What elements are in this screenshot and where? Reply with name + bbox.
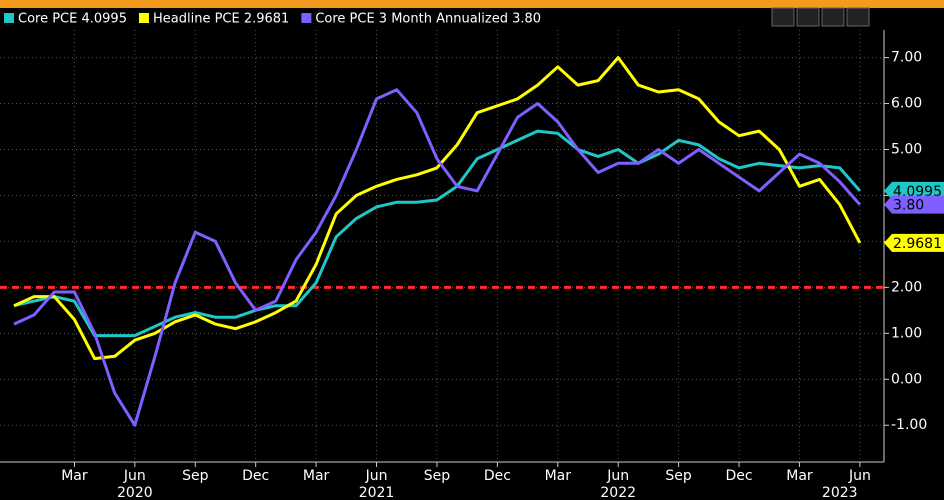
x-tick-label: Dec xyxy=(484,468,511,484)
x-tick-label: Sep xyxy=(182,468,209,484)
x-tick-label: Mar xyxy=(61,468,88,484)
end-tag xyxy=(884,233,944,252)
x-tick-label: Dec xyxy=(242,468,269,484)
year-label: 2020 xyxy=(117,485,153,500)
end-tag xyxy=(884,195,944,214)
y-tick-label: 1.00 xyxy=(891,325,922,341)
year-label: 2022 xyxy=(600,485,636,500)
x-tick-label: Jun xyxy=(365,468,388,484)
y-tick-label: 6.00 xyxy=(891,96,922,112)
x-tick-label: Mar xyxy=(303,468,330,484)
legend-swatch xyxy=(138,13,149,23)
x-tick-label: Mar xyxy=(786,468,813,484)
x-tick-label: Sep xyxy=(424,468,451,484)
y-tick-label: 7.00 xyxy=(891,50,922,66)
y-tick-label: -1.00 xyxy=(891,417,927,433)
series-line xyxy=(13,88,862,427)
legend-swatch xyxy=(4,13,14,23)
legend-swatch xyxy=(301,13,312,23)
toolbar xyxy=(771,7,870,27)
year-label: 2023 xyxy=(822,485,858,500)
end-tag-label: 3.80 xyxy=(893,198,924,214)
legend-label: Headline PCE 2.9681 xyxy=(153,12,289,27)
year-label: 2021 xyxy=(359,485,395,500)
y-tick-label: 5.00 xyxy=(891,141,922,157)
series-line xyxy=(13,129,862,338)
x-tick-label: Jun xyxy=(848,468,871,484)
end-tag-label: 2.9681 xyxy=(893,236,942,252)
x-tick-label: Jun xyxy=(606,468,629,484)
x-tick-label: Mar xyxy=(545,468,572,484)
x-tick-label: Sep xyxy=(665,468,692,484)
legend-label: Core PCE 4.0995 xyxy=(18,12,127,27)
legend-label: Core PCE 3 Month Annualized 3.80 xyxy=(315,12,541,27)
x-tick-label: Jun xyxy=(123,468,146,484)
end-tag xyxy=(884,181,944,200)
series-line xyxy=(13,56,862,361)
y-tick-label: 0.00 xyxy=(891,371,922,387)
header-bar xyxy=(0,0,944,8)
y-tick-label: 2.00 xyxy=(891,279,922,295)
x-tick-label: Dec xyxy=(725,468,752,484)
